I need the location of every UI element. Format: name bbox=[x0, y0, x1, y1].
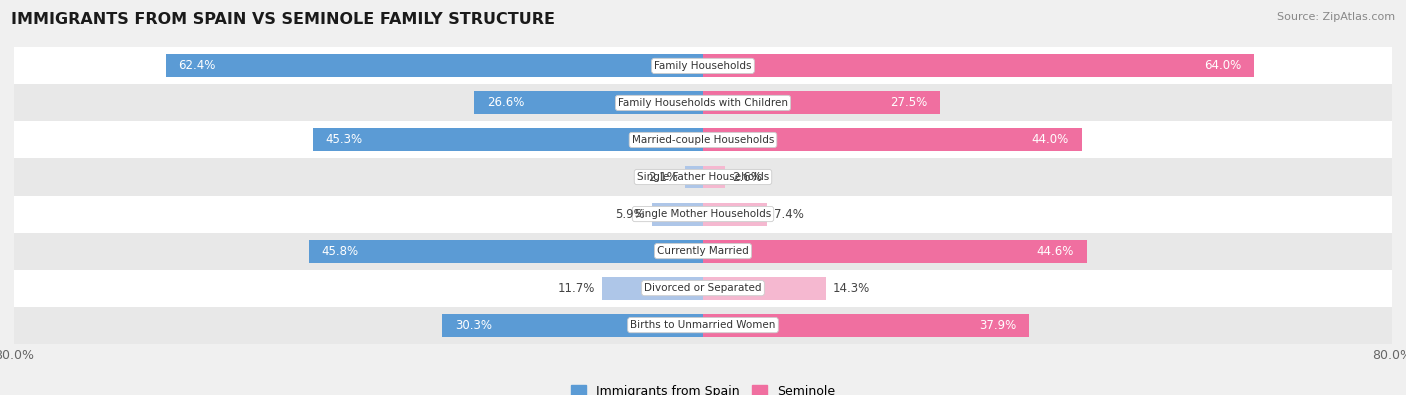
Bar bbox=[14, 196, 1392, 233]
Text: Divorced or Separated: Divorced or Separated bbox=[644, 283, 762, 293]
Bar bbox=[602, 276, 703, 299]
Legend: Immigrants from Spain, Seminole: Immigrants from Spain, Seminole bbox=[565, 380, 841, 395]
Text: Married-couple Households: Married-couple Households bbox=[631, 135, 775, 145]
Bar bbox=[703, 55, 1254, 77]
Text: 5.9%: 5.9% bbox=[616, 207, 645, 220]
Bar bbox=[703, 314, 1029, 337]
Bar bbox=[14, 121, 1392, 158]
Text: 2.6%: 2.6% bbox=[733, 171, 762, 184]
Text: Family Households: Family Households bbox=[654, 61, 752, 71]
Text: 62.4%: 62.4% bbox=[179, 59, 217, 72]
Text: Single Mother Households: Single Mother Households bbox=[636, 209, 770, 219]
Text: 64.0%: 64.0% bbox=[1204, 59, 1241, 72]
Text: 37.9%: 37.9% bbox=[979, 319, 1017, 332]
Bar bbox=[14, 307, 1392, 344]
Bar bbox=[14, 269, 1392, 307]
Bar bbox=[14, 47, 1392, 85]
Text: Births to Unmarried Women: Births to Unmarried Women bbox=[630, 320, 776, 330]
Bar bbox=[314, 128, 703, 151]
Bar bbox=[14, 85, 1392, 121]
Bar bbox=[703, 203, 766, 226]
Text: Currently Married: Currently Married bbox=[657, 246, 749, 256]
Text: Single Father Households: Single Father Households bbox=[637, 172, 769, 182]
Bar bbox=[308, 240, 703, 263]
Text: Family Households with Children: Family Households with Children bbox=[619, 98, 787, 108]
Bar bbox=[703, 240, 1087, 263]
Bar bbox=[166, 55, 703, 77]
Bar bbox=[474, 92, 703, 115]
Text: 45.3%: 45.3% bbox=[326, 134, 363, 147]
Text: 26.6%: 26.6% bbox=[486, 96, 524, 109]
Text: 30.3%: 30.3% bbox=[456, 319, 492, 332]
Bar bbox=[703, 166, 725, 188]
Text: 7.4%: 7.4% bbox=[773, 207, 803, 220]
Text: 11.7%: 11.7% bbox=[558, 282, 595, 295]
Bar bbox=[703, 276, 827, 299]
Text: 2.1%: 2.1% bbox=[648, 171, 678, 184]
Text: 44.0%: 44.0% bbox=[1032, 134, 1069, 147]
Bar bbox=[685, 166, 703, 188]
Text: IMMIGRANTS FROM SPAIN VS SEMINOLE FAMILY STRUCTURE: IMMIGRANTS FROM SPAIN VS SEMINOLE FAMILY… bbox=[11, 12, 555, 27]
Text: 14.3%: 14.3% bbox=[832, 282, 870, 295]
Bar bbox=[14, 233, 1392, 269]
Bar bbox=[703, 92, 939, 115]
Text: 45.8%: 45.8% bbox=[322, 245, 359, 258]
Bar bbox=[652, 203, 703, 226]
Bar bbox=[14, 158, 1392, 196]
Text: Source: ZipAtlas.com: Source: ZipAtlas.com bbox=[1277, 12, 1395, 22]
Text: 44.6%: 44.6% bbox=[1036, 245, 1074, 258]
Bar bbox=[441, 314, 703, 337]
Bar bbox=[703, 128, 1083, 151]
Text: 27.5%: 27.5% bbox=[890, 96, 927, 109]
